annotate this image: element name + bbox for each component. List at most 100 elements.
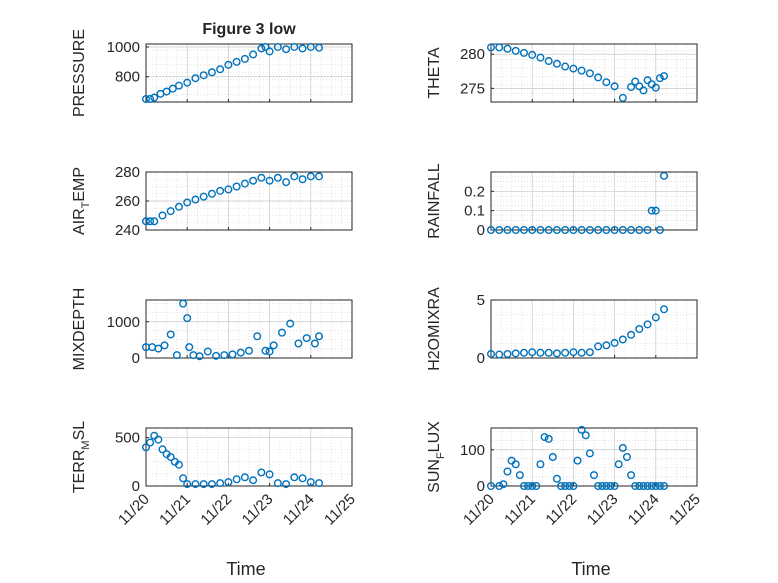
data-point xyxy=(487,482,496,491)
data-point xyxy=(519,482,528,491)
data-point xyxy=(552,225,561,234)
data-point xyxy=(203,347,212,356)
data-point xyxy=(660,72,669,81)
data-point xyxy=(536,53,545,62)
axes-border xyxy=(145,427,353,487)
y-tick-label: 5 xyxy=(477,292,485,309)
data-point xyxy=(249,50,258,59)
subplot-rainfall: 0 0.1 0.2 RAINFALL xyxy=(426,163,698,239)
data-point xyxy=(635,82,644,91)
data-point xyxy=(240,179,249,188)
data-point xyxy=(487,225,496,234)
data-point xyxy=(499,480,508,489)
data-point xyxy=(622,453,631,462)
data-point xyxy=(249,176,258,185)
data-point xyxy=(310,339,319,348)
data-point xyxy=(495,225,504,234)
data-point xyxy=(183,314,192,323)
data-point xyxy=(282,480,291,489)
data-point xyxy=(179,474,188,483)
data-point xyxy=(627,471,636,480)
data-point xyxy=(655,225,664,234)
x-tick-label: 11/24 xyxy=(280,491,318,529)
subplot-pressure: 800 1000 PRESSURE Figure 3 low xyxy=(71,21,353,117)
data-point xyxy=(651,83,660,92)
data-point xyxy=(282,45,291,54)
data-point xyxy=(573,456,582,465)
data-point xyxy=(639,482,648,491)
data-point xyxy=(561,482,570,491)
data-point xyxy=(183,78,192,87)
data-point xyxy=(561,62,570,71)
data-point xyxy=(610,482,619,491)
y-tick-label: 280 xyxy=(460,46,485,63)
data-point xyxy=(286,319,295,328)
data-point xyxy=(174,460,183,469)
data-point xyxy=(146,217,155,226)
data-point xyxy=(618,93,627,102)
data-point xyxy=(635,225,644,234)
x-tick-label: 11/21 xyxy=(501,491,539,529)
data-point xyxy=(216,65,225,74)
y-tick-label: 0 xyxy=(477,478,485,495)
x-tick-label: 11/22 xyxy=(542,491,580,529)
data-point xyxy=(158,211,167,220)
data-point xyxy=(544,434,553,443)
data-point xyxy=(515,471,524,480)
subplot-h2omixra: 0 5 H2OMIXRA xyxy=(426,287,698,371)
data-point xyxy=(150,93,159,102)
data-point xyxy=(519,48,528,57)
data-point xyxy=(290,172,299,181)
axes-border xyxy=(145,299,353,359)
axis-ylabel: AIRTEMP xyxy=(71,167,92,235)
data-point xyxy=(277,328,286,337)
data-point xyxy=(503,225,512,234)
data-point xyxy=(172,351,181,360)
figure-title: Figure 3 low xyxy=(202,21,296,38)
data-point xyxy=(631,77,640,86)
data-point xyxy=(191,195,200,204)
data-point xyxy=(265,470,274,479)
data-point xyxy=(154,344,163,353)
axes-border xyxy=(490,171,698,231)
data-point xyxy=(290,42,299,51)
axes-border xyxy=(490,43,698,103)
data-point xyxy=(220,351,229,360)
data-point xyxy=(315,479,324,488)
data-point xyxy=(569,225,578,234)
data-point xyxy=(598,482,607,491)
y-tick-label: 0 xyxy=(132,478,140,495)
data-point xyxy=(618,335,627,344)
x-tick-label: 11/23 xyxy=(239,491,277,529)
data-point xyxy=(240,473,249,482)
data-point xyxy=(257,173,266,182)
y-tick-label: 1000 xyxy=(107,314,140,331)
data-point xyxy=(606,482,615,491)
data-point xyxy=(594,73,603,82)
data-point xyxy=(207,480,216,489)
data-point xyxy=(552,349,561,358)
x-tick-label: 11/20 xyxy=(115,491,153,529)
axes-frame xyxy=(145,299,353,359)
y-tick-label: 0.2 xyxy=(464,183,485,200)
data-point xyxy=(265,347,274,356)
data-point xyxy=(207,68,216,77)
data-point xyxy=(146,438,155,447)
data-point xyxy=(602,341,611,350)
y-tick-label: 280 xyxy=(115,164,140,181)
data-point xyxy=(166,453,175,462)
data-point xyxy=(660,305,669,314)
y-tick-label: 260 xyxy=(115,193,140,210)
y-tick-label: 1000 xyxy=(107,39,140,56)
data-point xyxy=(298,44,307,53)
subplot-sun-flux: 0 100 SUNFLUX 11/20 11/21 11/22 11/23 11/24 11/2… xyxy=(426,421,704,579)
data-point xyxy=(511,225,520,234)
data-point xyxy=(253,332,262,341)
data-point xyxy=(548,453,557,462)
data-point xyxy=(298,474,307,483)
x-tick-label: 11/23 xyxy=(584,491,622,529)
data-point xyxy=(199,71,208,80)
data-point xyxy=(631,482,640,491)
axis-ylabel: RAINFALL xyxy=(426,163,443,239)
